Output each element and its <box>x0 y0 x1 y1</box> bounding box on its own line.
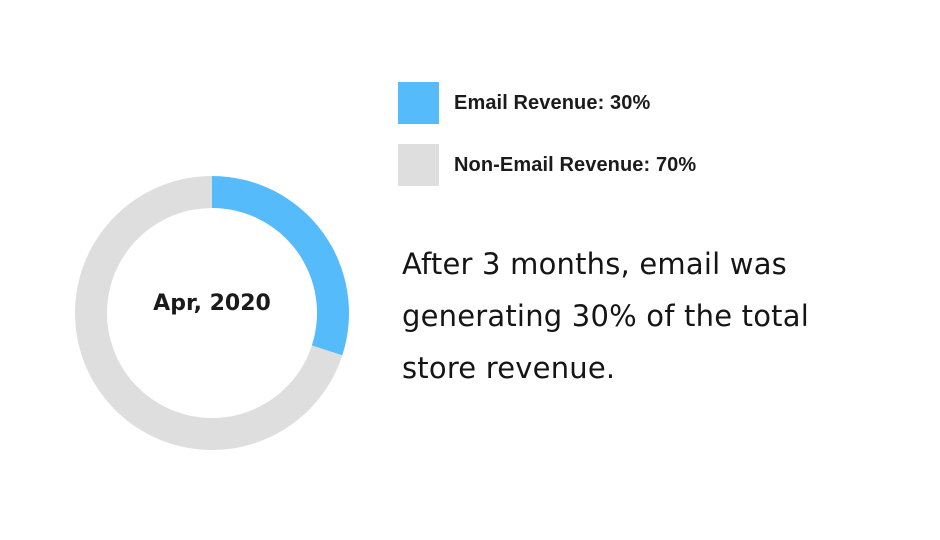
chart-legend: Email Revenue: 30% Non-Email Revenue: 70… <box>398 82 696 206</box>
legend-label-email-revenue: Email Revenue: 30% <box>454 91 651 114</box>
description-line-3: store revenue. <box>402 351 616 385</box>
legend-swatch-non-email-revenue <box>398 144 439 186</box>
legend-item-non-email-revenue: Non-Email Revenue: 70% <box>398 144 696 186</box>
description-line-2: generating 30% of the total <box>402 299 809 333</box>
legend-label-non-email-revenue: Non-Email Revenue: 70% <box>454 153 697 176</box>
legend-swatch-email-revenue <box>398 82 439 124</box>
donut-slice-email-revenue <box>212 176 349 356</box>
description-line-1: After 3 months, email was <box>402 247 787 281</box>
description-text: After 3 months, email was generating 30%… <box>402 238 882 394</box>
donut-center-label: Apr, 2020 <box>153 291 271 316</box>
legend-item-email-revenue: Email Revenue: 30% <box>398 82 696 124</box>
